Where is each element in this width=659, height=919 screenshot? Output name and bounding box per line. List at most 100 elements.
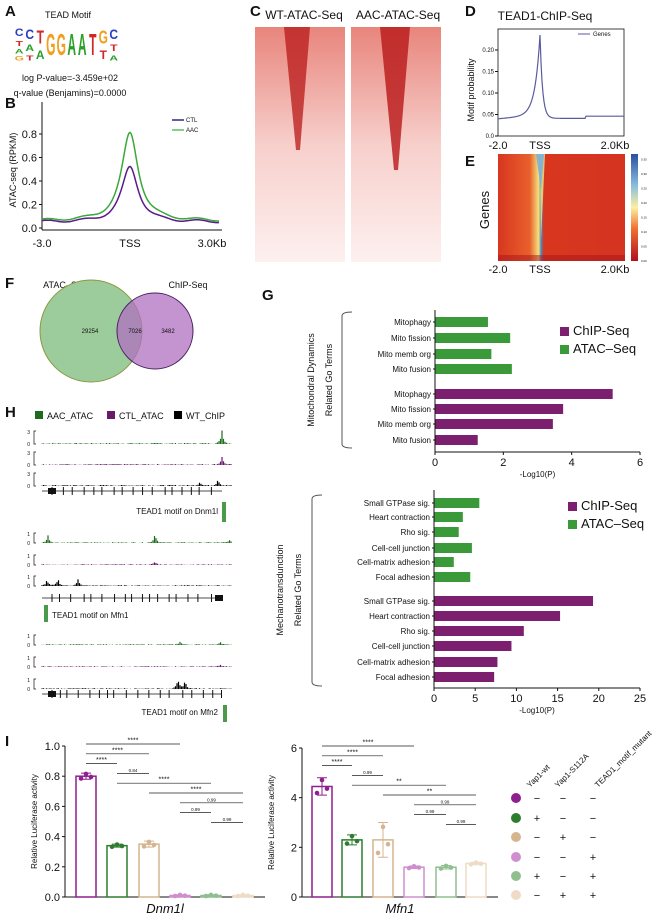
go-bar bbox=[434, 527, 459, 537]
go-bar bbox=[435, 435, 478, 445]
significance-label: 0.99 bbox=[441, 799, 450, 804]
xtick: 4 bbox=[569, 457, 575, 469]
xtick: -3.0 bbox=[33, 238, 52, 250]
logo-letter: G bbox=[99, 28, 108, 48]
logo-letter: C bbox=[109, 26, 118, 42]
panel-label-g: G bbox=[262, 287, 274, 304]
ytick: 0.4 bbox=[22, 176, 37, 188]
atac-profile-plot: ATAC-seq (RPKM) CTL AAC -3.0 TSS 3.0Kb 0… bbox=[8, 102, 226, 250]
luciferase-bar bbox=[75, 775, 97, 898]
signal-track bbox=[41, 562, 232, 565]
go-term-label: Small GTPase sig. bbox=[364, 597, 430, 606]
go-term-label: Heart contraction bbox=[369, 513, 430, 522]
significance-label: 0.99 bbox=[426, 809, 435, 814]
colorbar-tick: 0.25 bbox=[641, 187, 647, 191]
logo-letter: T bbox=[16, 40, 24, 48]
colorbar bbox=[631, 154, 638, 261]
logo-letter: C bbox=[25, 26, 34, 42]
legend-aac-atac-swatch bbox=[35, 411, 43, 419]
motif-qvalue: q-value (Benjamins)=0.0000 bbox=[14, 88, 127, 98]
data-point bbox=[406, 865, 412, 871]
go-bar bbox=[435, 419, 553, 429]
luciferase-bar bbox=[138, 843, 160, 898]
condition-sign: + bbox=[560, 890, 566, 902]
xtick: 20 bbox=[593, 693, 605, 705]
chip-title: TEAD1-ChIP-Seq bbox=[498, 9, 593, 23]
go-term-label: Mito memb org bbox=[378, 420, 431, 429]
track-scale: 1 bbox=[27, 678, 30, 684]
data-point bbox=[177, 892, 183, 898]
condition-sign: + bbox=[590, 871, 596, 883]
data-point bbox=[119, 843, 125, 849]
ytick: 0.8 bbox=[22, 129, 37, 141]
go-term-label: Cell-cell junction bbox=[372, 544, 430, 553]
panel-label-e: E bbox=[465, 153, 475, 170]
ytick: 0.0 bbox=[486, 134, 495, 140]
ytick: 1.0 bbox=[45, 741, 60, 753]
data-point bbox=[354, 838, 360, 844]
ytick: 4 bbox=[291, 793, 297, 805]
panel-label-d: D bbox=[465, 3, 476, 20]
legend-aac-atac: AAC_ATAC bbox=[47, 411, 94, 421]
significance-label: 0.99 bbox=[363, 770, 372, 775]
significance-label: **** bbox=[96, 757, 107, 764]
data-point bbox=[141, 844, 147, 849]
data-point bbox=[235, 893, 241, 899]
chip-heatmap: Genes 0.00 0.05 0.10 0.15 0.20 0.25 0.30 0.35 -… bbox=[477, 154, 647, 276]
panel-label-h: H bbox=[5, 404, 16, 421]
venn-chip-only: 3482 bbox=[161, 329, 175, 335]
ytick: 0.8 bbox=[45, 771, 60, 783]
data-point bbox=[438, 866, 444, 871]
go-bar bbox=[435, 404, 564, 414]
legend-label: ChIP-Seq bbox=[573, 323, 629, 338]
xtick: 25 bbox=[634, 693, 646, 705]
go-term-label: Rho sig. bbox=[401, 528, 430, 537]
xtick: 10 bbox=[510, 693, 522, 705]
venn-label-atac: ATAC–Seq bbox=[43, 280, 87, 290]
significance-label: **** bbox=[112, 747, 123, 754]
go-bar bbox=[435, 389, 613, 399]
go-bar bbox=[435, 333, 511, 343]
legend-label: ATAC–Seq bbox=[573, 341, 636, 356]
motif-label: TEAD1 motif on Mfn1 bbox=[52, 611, 129, 620]
signal-track bbox=[41, 430, 232, 444]
track-zero: 0 bbox=[27, 541, 30, 547]
condition-sign: + bbox=[534, 871, 540, 883]
luciferase-ylabel: Relative Luciferase activity bbox=[30, 774, 39, 869]
condition-sign: − bbox=[534, 793, 540, 805]
condition-sign: + bbox=[534, 813, 540, 825]
data-point bbox=[319, 777, 325, 783]
go-mechano-chart: Small GTPase sig. Heart contraction Rho si… bbox=[275, 490, 646, 715]
significance-label: **** bbox=[191, 787, 202, 794]
ytick: 0.10 bbox=[482, 91, 494, 97]
track-scale: 1 bbox=[27, 656, 30, 662]
xtick: 15 bbox=[551, 693, 563, 705]
data-point bbox=[245, 893, 251, 898]
xtick: 2 bbox=[500, 457, 506, 469]
colorbar-tick: 0.00 bbox=[641, 259, 647, 263]
go-term-label: Cell-matrix adhesion bbox=[357, 658, 430, 667]
ytick: 0.4 bbox=[45, 832, 60, 844]
track-scale: 1 bbox=[27, 532, 30, 538]
panel-label-b: B bbox=[5, 95, 16, 112]
go-term-label: Focal adhesion bbox=[376, 573, 430, 582]
go-term-label: Mito fusion bbox=[392, 365, 431, 374]
profile-line-aac bbox=[41, 131, 220, 222]
legend-swatch bbox=[568, 502, 577, 511]
go-group-label: Mitochondral Dynamics bbox=[306, 333, 316, 427]
logo-letter: G bbox=[15, 55, 24, 62]
legend-wt-chip-swatch bbox=[174, 411, 182, 419]
logo-letter: T bbox=[110, 43, 118, 53]
go-bar bbox=[435, 349, 492, 359]
xtick: 2.0Kb bbox=[601, 140, 630, 152]
luciferase-bar bbox=[341, 839, 363, 898]
logo-letter: A bbox=[78, 27, 87, 61]
data-point bbox=[473, 860, 479, 865]
signal-track bbox=[41, 681, 232, 689]
condition-sign: − bbox=[590, 832, 596, 844]
ytick: 0.0 bbox=[45, 892, 60, 904]
utr bbox=[48, 488, 56, 494]
xtick: TSS bbox=[529, 140, 550, 152]
